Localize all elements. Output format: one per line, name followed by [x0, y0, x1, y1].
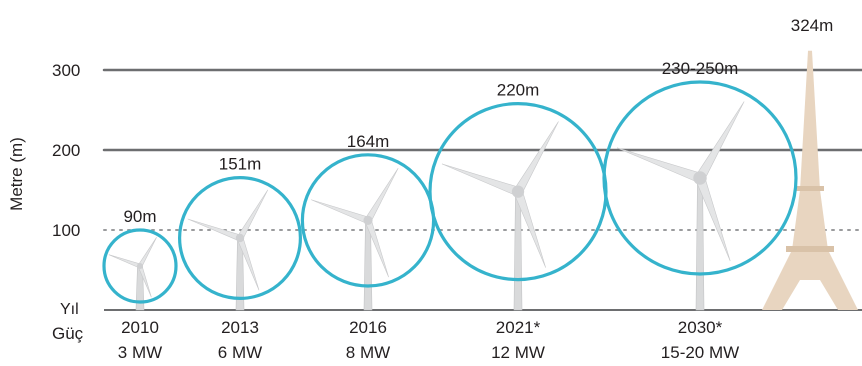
turbine-hub: [693, 171, 707, 185]
y-axis-label: Metre (m): [7, 137, 26, 211]
turbine-blade: [311, 199, 370, 224]
reference-tower-platform-upper: [796, 186, 824, 191]
reference-tower-arch: [800, 288, 820, 306]
turbine-blade: [695, 101, 745, 181]
turbine-blade: [108, 254, 142, 269]
y-tick-label: 200: [52, 141, 80, 160]
power-label: 8 MW: [346, 343, 390, 362]
turbine-blade: [441, 163, 520, 197]
row-label-power: Güç: [52, 324, 84, 343]
reference-tower: [762, 50, 858, 311]
y-tick-label: 100: [52, 221, 80, 240]
power-label: 12 MW: [491, 343, 545, 362]
reference-tower-platform: [786, 246, 834, 252]
rotor-diameter-label: 230-250m: [662, 59, 739, 78]
year-label: 2030*: [678, 318, 723, 337]
y-tick-label: 300: [52, 61, 80, 80]
year-label: 2010: [121, 318, 159, 337]
turbine-tower-2030: [695, 177, 705, 311]
rotor-diameter-label: 164m: [347, 132, 390, 151]
rotor-diameter-circle: [602, 80, 798, 276]
rotor-diameter-label: 151m: [219, 155, 262, 174]
power-label: 6 MW: [218, 343, 262, 362]
row-label-year: Yıl: [60, 301, 79, 318]
turbine-blade: [137, 237, 157, 268]
rotor-diameter-circle: [178, 176, 303, 301]
turbine-hub: [511, 185, 525, 198]
turbine-blade: [364, 167, 399, 223]
power-label: 3 MW: [118, 343, 162, 362]
turbine-blade: [236, 189, 269, 240]
rotor-diameter-label: 90m: [123, 207, 156, 226]
turbine-blade: [513, 121, 559, 195]
reference-height-label: 324m: [791, 16, 834, 35]
year-label: 2013: [221, 318, 259, 337]
turbine-hub: [137, 263, 143, 269]
turbine-hub: [235, 233, 245, 243]
year-label: 2021*: [496, 318, 541, 337]
rotor-diameter-circle: [102, 228, 178, 304]
rotor-diameter-label: 220m: [497, 81, 540, 100]
year-label: 2016: [349, 318, 387, 337]
turbine-blade: [616, 147, 703, 183]
power-label: 15-20 MW: [661, 343, 739, 362]
turbine-hub: [363, 215, 373, 225]
